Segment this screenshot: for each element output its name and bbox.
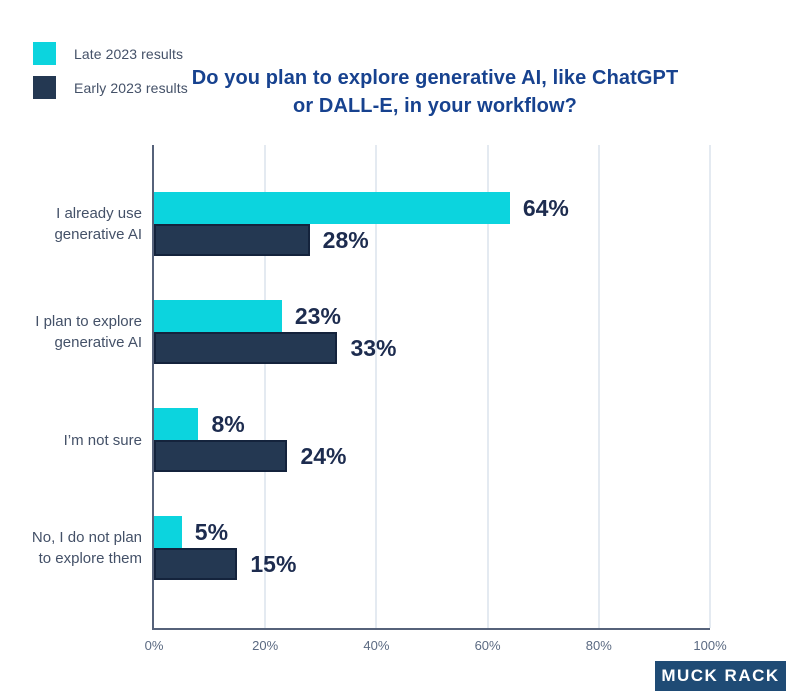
bar-value-label: 23% — [294, 303, 341, 329]
x-tick-label: 80% — [585, 638, 612, 653]
bar-early-2023-results — [154, 332, 338, 364]
bar-value-label: 5% — [194, 519, 229, 545]
chart-title: Do you plan to explore generative AI, li… — [175, 64, 695, 120]
x-tick-label: 40% — [363, 638, 390, 653]
bar-late-2023-results — [154, 516, 182, 548]
bar-late-2023-results — [154, 300, 282, 332]
legend-swatch-early-2023-icon — [33, 76, 56, 99]
legend-swatch-late-2023-icon — [33, 42, 56, 65]
bar-value-label: 64% — [522, 195, 569, 221]
category-label: I plan to explore generative AI — [35, 313, 142, 351]
legend-item-early-2023: Early 2023 results — [33, 76, 188, 99]
bar-late-2023-results — [154, 408, 199, 440]
legend-label-late-2023: Late 2023 results — [74, 45, 184, 62]
gridline — [486, 145, 489, 628]
gridline — [597, 145, 600, 628]
bar-value-label: 28% — [322, 227, 369, 253]
x-tick-label: 20% — [252, 638, 279, 653]
muck-rack-logo: MUCK RACK — [655, 661, 786, 691]
gridline — [709, 145, 711, 628]
bar-early-2023-results — [154, 440, 288, 472]
x-tick-label: 100% — [693, 638, 727, 653]
legend-item-late-2023: Late 2023 results — [33, 42, 188, 65]
category-label: I already use generative AI — [54, 205, 142, 243]
x-tick-label: 60% — [474, 638, 501, 653]
plot-area: 0% 20% 40% 60% 80% 100% I already use generativ… — [32, 145, 727, 653]
bar-late-2023-results — [154, 192, 510, 224]
chart-title-line-1: Do you plan to explore generative AI, li… — [191, 67, 679, 89]
bar-value-label: 33% — [350, 335, 397, 361]
category-label: No, I do not plan to explore them — [31, 529, 142, 567]
gridline — [375, 145, 378, 628]
gridline — [264, 145, 267, 628]
legend-label-early-2023: Early 2023 results — [74, 79, 188, 96]
x-tick-label: 0% — [144, 638, 164, 653]
bar-early-2023-results — [154, 224, 310, 256]
bar-value-label: 24% — [300, 443, 347, 469]
chart-title-line-2: or DALL-E, in your workflow? — [293, 95, 577, 117]
legend: Late 2023 results Early 2023 results — [33, 42, 188, 110]
category-label: I’m not sure — [63, 431, 142, 449]
bar-value-label: 8% — [211, 411, 245, 437]
bar-early-2023-results — [154, 548, 238, 580]
bar-value-label: 15% — [250, 551, 297, 577]
